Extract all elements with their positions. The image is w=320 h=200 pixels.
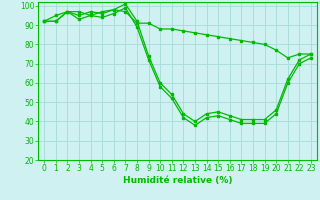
X-axis label: Humidité relative (%): Humidité relative (%) [123,176,232,185]
